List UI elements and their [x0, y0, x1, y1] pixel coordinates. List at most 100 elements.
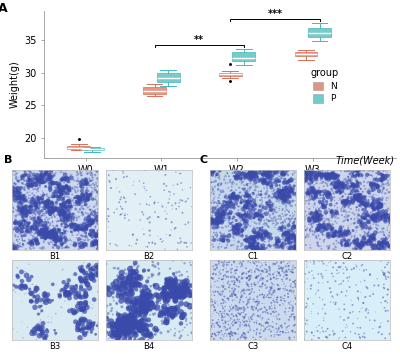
Point [341, 179, 347, 185]
Point [169, 206, 176, 212]
Point [305, 296, 311, 302]
Point [162, 277, 168, 283]
Point [132, 335, 138, 341]
Point [127, 324, 133, 329]
Point [213, 333, 219, 338]
Point [248, 172, 254, 177]
Point [28, 298, 34, 304]
Point [139, 299, 145, 304]
Point [256, 268, 262, 273]
Point [142, 307, 149, 313]
Point [107, 229, 113, 234]
Point [178, 180, 184, 186]
Point [84, 195, 90, 201]
Point [230, 190, 237, 195]
Point [231, 230, 238, 236]
Point [87, 231, 94, 237]
Point [248, 198, 254, 204]
Point [246, 169, 252, 175]
Point [282, 287, 288, 293]
Point [319, 189, 325, 194]
Point [210, 206, 217, 211]
Point [257, 203, 263, 209]
Point [133, 282, 140, 288]
Point [366, 218, 373, 224]
Point [48, 187, 54, 193]
Point [371, 202, 377, 208]
Point [230, 290, 237, 295]
Point [260, 172, 266, 177]
Point [309, 204, 315, 209]
Point [33, 201, 39, 206]
Point [50, 204, 56, 209]
Point [76, 202, 83, 207]
Point [303, 169, 310, 175]
Point [376, 210, 382, 215]
Point [128, 316, 134, 322]
Point [326, 175, 333, 180]
Point [378, 214, 384, 220]
Point [314, 211, 320, 216]
Point [281, 180, 287, 186]
Point [374, 184, 380, 190]
Point [238, 215, 244, 221]
Point [50, 191, 56, 196]
Point [208, 297, 214, 302]
Point [276, 191, 282, 196]
Point [52, 235, 59, 240]
Point [313, 211, 320, 217]
Point [162, 291, 168, 297]
Point [129, 322, 136, 328]
Point [71, 178, 77, 184]
Point [309, 171, 315, 177]
Point [326, 230, 332, 235]
Point [208, 303, 214, 308]
Point [246, 197, 253, 203]
Point [135, 337, 142, 342]
Point [103, 315, 110, 320]
Point [352, 193, 358, 199]
Point [29, 176, 36, 182]
Point [376, 330, 382, 335]
Point [76, 320, 82, 326]
Point [261, 246, 268, 252]
Point [225, 195, 231, 200]
Point [44, 232, 51, 237]
Point [88, 272, 94, 277]
Point [62, 204, 69, 210]
Point [63, 228, 70, 234]
Point [271, 334, 278, 339]
Point [342, 168, 348, 174]
Point [256, 221, 263, 227]
Point [316, 258, 322, 264]
Point [84, 188, 90, 194]
Point [143, 308, 150, 313]
Point [11, 244, 17, 250]
Point [311, 205, 317, 210]
Point [31, 217, 38, 223]
Point [242, 335, 248, 340]
Point [93, 238, 100, 243]
Point [251, 174, 258, 179]
Point [338, 206, 344, 212]
Point [375, 241, 382, 247]
Point [45, 229, 51, 235]
Point [376, 204, 382, 210]
Point [245, 260, 251, 266]
Point [31, 193, 38, 199]
Point [217, 292, 224, 298]
Point [262, 259, 268, 265]
Point [50, 244, 56, 250]
Point [28, 210, 34, 215]
Point [244, 282, 250, 287]
Point [211, 336, 217, 342]
Point [248, 304, 255, 309]
Point [332, 184, 338, 190]
Point [236, 278, 243, 284]
Point [60, 210, 66, 216]
Point [272, 191, 278, 196]
Point [242, 173, 249, 179]
Point [234, 173, 240, 179]
Point [325, 171, 331, 177]
Point [314, 328, 321, 334]
